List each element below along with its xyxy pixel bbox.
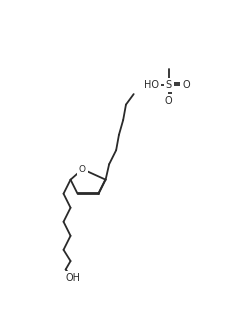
Text: O: O xyxy=(182,80,190,90)
Text: OH: OH xyxy=(65,273,80,283)
Text: S: S xyxy=(166,80,172,90)
Text: HO: HO xyxy=(144,80,159,90)
Text: O: O xyxy=(79,165,86,174)
Text: O: O xyxy=(165,96,173,106)
